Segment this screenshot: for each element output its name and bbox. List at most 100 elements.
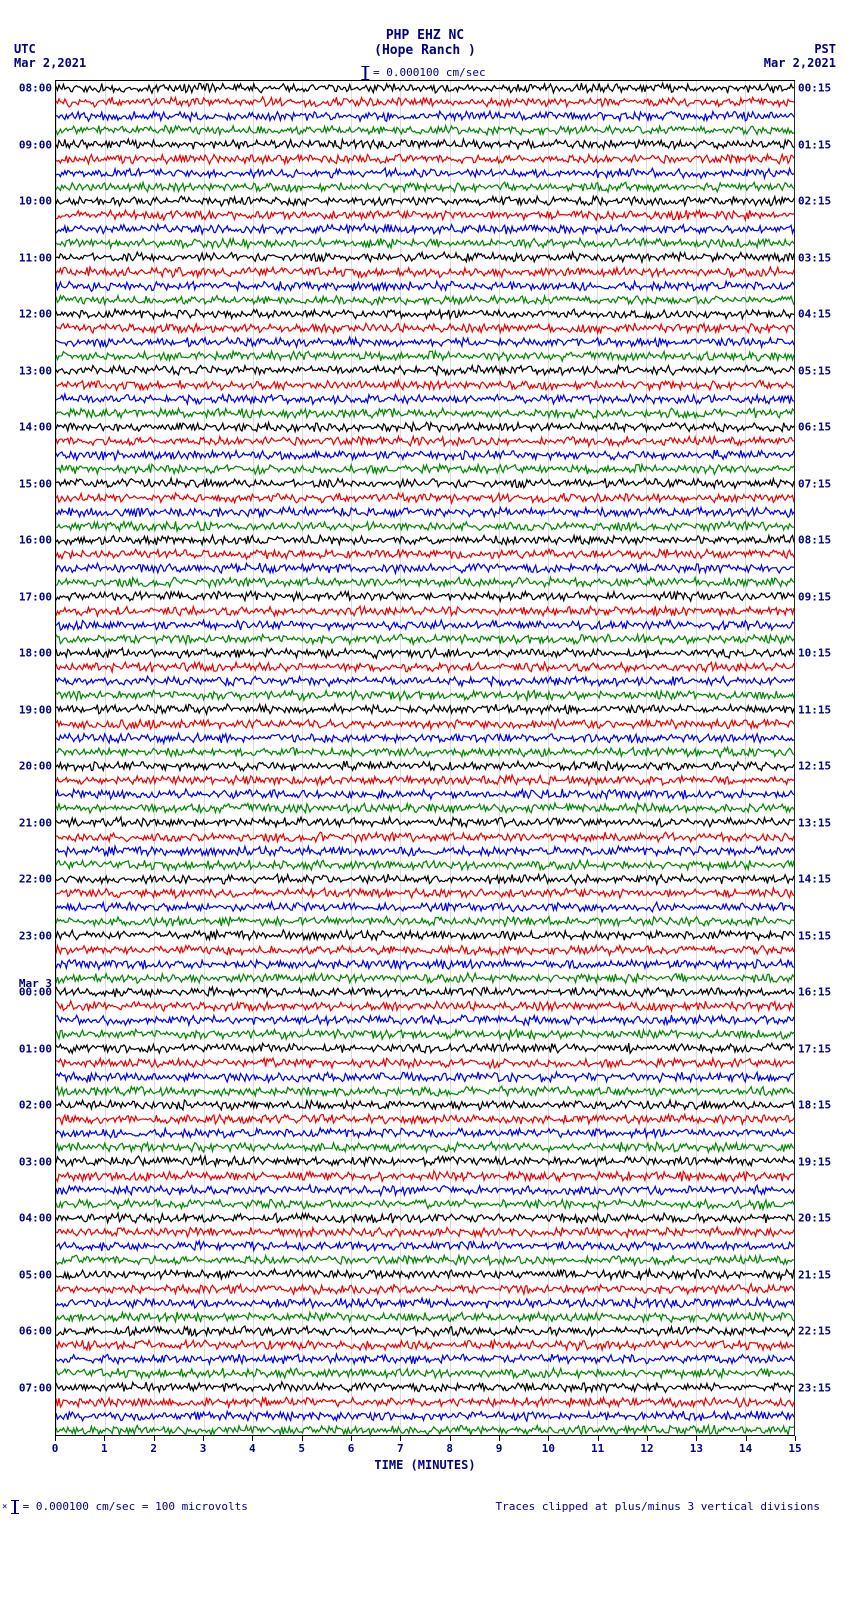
y-label-right: 04:15 bbox=[794, 309, 831, 320]
y-label-left: 05:00 bbox=[19, 1269, 56, 1280]
y-label-right: 08:15 bbox=[794, 535, 831, 546]
y-label-right: 17:15 bbox=[794, 1043, 831, 1054]
x-axis: TIME (MINUTES) 0123456789101112131415 bbox=[55, 1436, 795, 1486]
y-label-left: 02:00 bbox=[19, 1100, 56, 1111]
y-label-left: 17:00 bbox=[19, 591, 56, 602]
y-label-left: 01:00 bbox=[19, 1043, 56, 1054]
y-label-left: 09:00 bbox=[19, 139, 56, 150]
y-label-left: 04:00 bbox=[19, 1213, 56, 1224]
x-tick-label: 10 bbox=[542, 1442, 555, 1455]
y-label-left: 13:00 bbox=[19, 365, 56, 376]
y-label-right: 11:15 bbox=[794, 704, 831, 715]
x-axis-title: TIME (MINUTES) bbox=[374, 1458, 475, 1472]
x-tick-mark bbox=[499, 1436, 500, 1441]
y-label-right: 12:15 bbox=[794, 761, 831, 772]
y-label-left: 16:00 bbox=[19, 535, 56, 546]
y-label-right: 07:15 bbox=[794, 478, 831, 489]
y-label-right: 22:15 bbox=[794, 1326, 831, 1337]
y-label-right: 00:15 bbox=[794, 83, 831, 94]
y-label-right: 09:15 bbox=[794, 591, 831, 602]
y-label-left: 10:00 bbox=[19, 196, 56, 207]
y-label-left: 12:00 bbox=[19, 309, 56, 320]
x-tick-label: 3 bbox=[200, 1442, 207, 1455]
y-label-left: 14:00 bbox=[19, 422, 56, 433]
y-label-left: 23:00 bbox=[19, 930, 56, 941]
seismogram-page: UTC Mar 2,2021 PHP EHZ NC (Hope Ranch ) … bbox=[0, 0, 850, 1526]
x-tick-mark bbox=[302, 1436, 303, 1441]
y-label-left: 19:00 bbox=[19, 704, 56, 715]
y-label-left: 21:00 bbox=[19, 817, 56, 828]
footer-left: × = 0.000100 cm/sec = 100 microvolts bbox=[2, 1500, 248, 1514]
x-tick-mark bbox=[55, 1436, 56, 1441]
y-label-right: 10:15 bbox=[794, 648, 831, 659]
x-tick-mark bbox=[647, 1436, 648, 1441]
x-tick-label: 9 bbox=[496, 1442, 503, 1455]
x-tick-label: 4 bbox=[249, 1442, 256, 1455]
y-label-right: 06:15 bbox=[794, 422, 831, 433]
y-label-right: 21:15 bbox=[794, 1269, 831, 1280]
x-tick-mark bbox=[351, 1436, 352, 1441]
x-tick-mark bbox=[696, 1436, 697, 1441]
tz-left-date: Mar 2,2021 bbox=[14, 56, 86, 70]
y-label-right: 14:15 bbox=[794, 874, 831, 885]
x-tick-mark bbox=[104, 1436, 105, 1441]
y-label-left: 06:00 bbox=[19, 1326, 56, 1337]
y-label-right: 01:15 bbox=[794, 139, 831, 150]
tz-right-date: Mar 2,2021 bbox=[764, 56, 836, 70]
y-label-left: 15:00 bbox=[19, 478, 56, 489]
footer: × = 0.000100 cm/sec = 100 microvolts Tra… bbox=[0, 1486, 850, 1526]
y-label-right: 16:15 bbox=[794, 987, 831, 998]
y-label-left: 03:00 bbox=[19, 1156, 56, 1167]
y-label-right: 02:15 bbox=[794, 196, 831, 207]
x-tick-mark bbox=[795, 1436, 796, 1441]
x-tick-label: 6 bbox=[348, 1442, 355, 1455]
tz-right-block: PST Mar 2,2021 bbox=[764, 42, 836, 70]
x-tick-mark bbox=[450, 1436, 451, 1441]
y-label-left: 18:00 bbox=[19, 648, 56, 659]
y-label-right: 23:15 bbox=[794, 1382, 831, 1393]
y-label-left: 22:00 bbox=[19, 874, 56, 885]
y-label-right: 19:15 bbox=[794, 1156, 831, 1167]
tz-left-label: UTC bbox=[14, 42, 86, 56]
x-tick-label: 14 bbox=[739, 1442, 752, 1455]
y-label-left: 11:00 bbox=[19, 252, 56, 263]
x-tick-label: 11 bbox=[591, 1442, 604, 1455]
header: UTC Mar 2,2021 PHP EHZ NC (Hope Ranch ) … bbox=[0, 0, 850, 80]
x-tick-mark bbox=[400, 1436, 401, 1441]
midnight-date-label: Mar 3 bbox=[19, 978, 56, 989]
x-tick-mark bbox=[203, 1436, 204, 1441]
seismic-trace bbox=[56, 1423, 794, 1437]
x-tick-label: 12 bbox=[640, 1442, 653, 1455]
x-tick-label: 7 bbox=[397, 1442, 404, 1455]
x-tick-mark bbox=[598, 1436, 599, 1441]
tz-right-label: PST bbox=[764, 42, 836, 56]
title-block: PHP EHZ NC (Hope Ranch ) bbox=[374, 28, 476, 58]
y-label-right: 05:15 bbox=[794, 365, 831, 376]
x-tick-mark bbox=[746, 1436, 747, 1441]
x-tick-mark bbox=[252, 1436, 253, 1441]
tz-left-block: UTC Mar 2,2021 bbox=[14, 42, 86, 70]
y-label-right: 13:15 bbox=[794, 817, 831, 828]
footer-scale-bar-icon bbox=[14, 1500, 16, 1514]
x-tick-label: 2 bbox=[150, 1442, 157, 1455]
x-tick-label: 5 bbox=[298, 1442, 305, 1455]
x-tick-label: 8 bbox=[446, 1442, 453, 1455]
y-label-left: 08:00 bbox=[19, 83, 56, 94]
y-label-right: 15:15 bbox=[794, 930, 831, 941]
y-label-right: 20:15 bbox=[794, 1213, 831, 1224]
x-tick-label: 0 bbox=[52, 1442, 59, 1455]
x-tick-label: 13 bbox=[690, 1442, 703, 1455]
title-line2: (Hope Ranch ) bbox=[374, 43, 476, 58]
footer-right-text: Traces clipped at plus/minus 3 vertical … bbox=[495, 1500, 820, 1513]
plot-area: 08:0009:0010:0011:0012:0013:0014:0015:00… bbox=[55, 80, 795, 1486]
x-tick-label: 1 bbox=[101, 1442, 108, 1455]
y-label-right: 03:15 bbox=[794, 252, 831, 263]
x-tick-mark bbox=[548, 1436, 549, 1441]
y-label-left: 07:00 bbox=[19, 1382, 56, 1393]
x-tick-label: 15 bbox=[788, 1442, 801, 1455]
x-tick-mark bbox=[154, 1436, 155, 1441]
plot-frame: 08:0009:0010:0011:0012:0013:0014:0015:00… bbox=[55, 80, 795, 1436]
y-label-left: 20:00 bbox=[19, 761, 56, 772]
title-line1: PHP EHZ NC bbox=[374, 28, 476, 43]
y-label-right: 18:15 bbox=[794, 1100, 831, 1111]
